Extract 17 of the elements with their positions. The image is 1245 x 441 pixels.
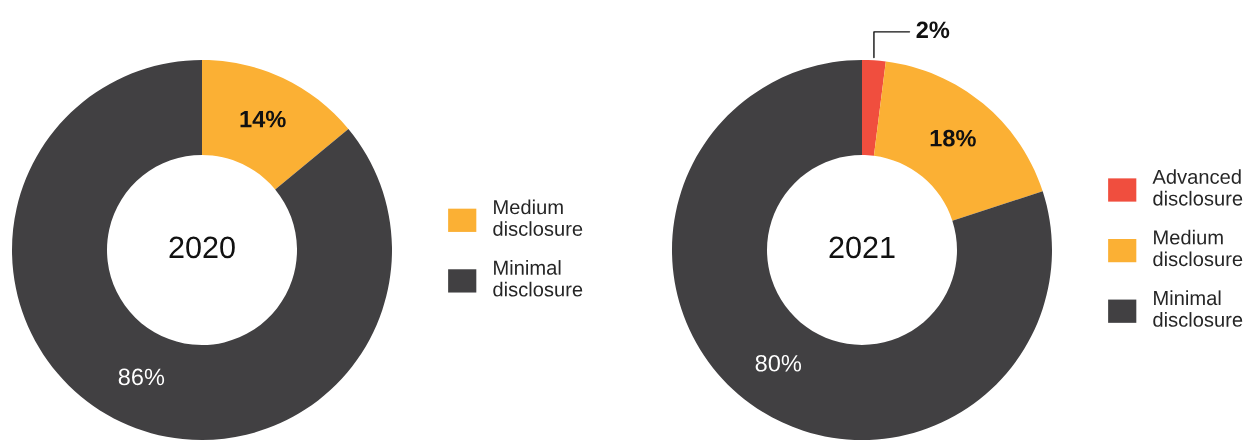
data-label: 80% — [755, 354, 802, 372]
text: 2021 — [829, 236, 895, 259]
legend-label: Medium disclosure — [1153, 229, 1243, 267]
data-label: 18% — [930, 129, 976, 147]
donut-slice — [12, 60, 392, 440]
donut-slice — [862, 60, 886, 156]
data-label: 86% — [118, 368, 165, 386]
legend-label: Medium disclosure — [493, 199, 583, 236]
donut-slice — [202, 60, 349, 190]
legend-label: Minimal disclosure — [493, 260, 583, 297]
legend-label: Minimal disclosure — [1153, 290, 1243, 327]
donut-slice — [873, 61, 1043, 221]
data-label: 14% — [240, 110, 286, 128]
data-label: 2% — [916, 21, 950, 39]
donut-slice — [672, 60, 1052, 440]
text: 2020 — [169, 236, 235, 259]
legend-label: Advanced disclosure — [1152, 169, 1243, 206]
